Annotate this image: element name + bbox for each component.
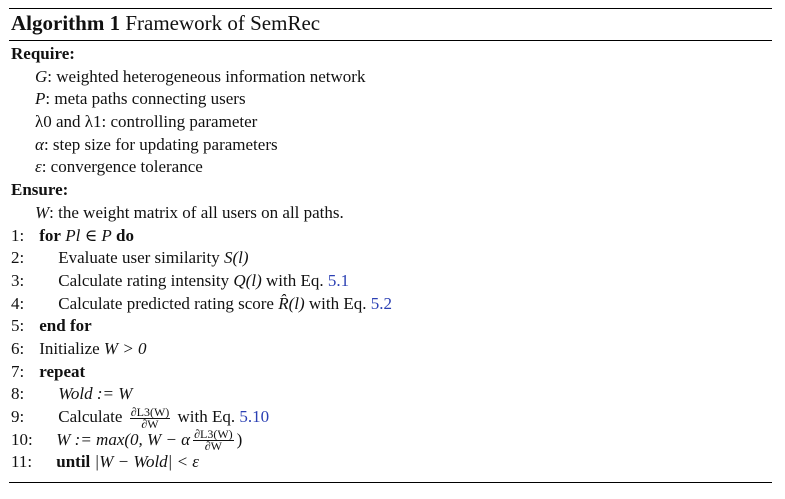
keyword-for: for — [39, 225, 61, 245]
step-number: 2: — [11, 248, 25, 268]
step-text: Evaluate user similarity — [58, 248, 220, 268]
step-number: 10: — [11, 429, 33, 449]
step-text: Calculate rating intensity — [58, 270, 230, 290]
algorithm-block: Algorithm 1 Framework of SemRec Require:… — [9, 8, 772, 484]
equation-link[interactable]: 5.10 — [239, 407, 270, 426]
step-expression: S(l) — [223, 248, 249, 268]
fraction-denominator: ∂W — [204, 439, 223, 454]
step-number: 4: — [11, 293, 25, 313]
step-expression: W > 0 — [103, 338, 147, 358]
step-tail: with Eq. — [177, 407, 236, 426]
step-number: 7: — [11, 361, 25, 381]
caption-label: Algorithm 1 — [11, 11, 121, 35]
require-item-p: P: meta paths connecting users — [11, 88, 772, 111]
partial-derivative-fraction: ∂L3(W) ∂W — [129, 404, 171, 431]
keyword-do: do — [116, 225, 135, 245]
require-label: Require: — [11, 44, 75, 63]
ensure-item-w: W: the weight matrix of all users on all… — [11, 202, 772, 225]
fraction-numerator: ∂L3(W) — [193, 427, 234, 442]
step-2: 2: Evaluate user similarity S(l) — [11, 247, 772, 270]
ensure-symbol: W — [35, 202, 50, 222]
step-tail: with Eq. — [265, 270, 324, 290]
step-1: 1: for Pl ∈ P do — [11, 225, 772, 248]
step-5: 5: end for — [11, 315, 772, 338]
require-text: : controlling parameter — [101, 112, 258, 132]
step-text: Calculate — [58, 407, 123, 426]
require-item-alpha: α: step size for updating parameters — [11, 134, 772, 157]
algorithm-caption: Algorithm 1 Framework of SemRec — [9, 9, 772, 36]
require-symbol: G — [35, 66, 48, 86]
step-number: 11: — [11, 452, 33, 472]
step-6: 6: Initialize W > 0 — [11, 338, 772, 361]
require-symbol: P — [35, 89, 46, 109]
step-expression: Pl ∈ P — [65, 225, 112, 245]
top-rule — [9, 8, 772, 9]
step-text: Calculate predicted rating score — [58, 293, 274, 313]
step-11: 11: until |W − Wold| < ε — [11, 451, 772, 474]
require-symbol: α — [35, 134, 44, 154]
step-number: 3: — [11, 270, 25, 290]
caption-rule — [9, 40, 772, 41]
require-symbol: λ0 and λ1 — [35, 112, 102, 132]
step-expression: R̂(l) — [278, 293, 305, 313]
caption-title: Framework of SemRec — [125, 11, 321, 35]
step-tail: with Eq. — [308, 293, 367, 313]
fraction-denominator: ∂W — [141, 416, 159, 431]
require-item-lambda: λ0 and λ1: controlling parameter — [11, 111, 772, 134]
require-text: : weighted heterogeneous information net… — [47, 66, 366, 86]
step-3: 3: Calculate rating intensity Q(l) with … — [11, 270, 772, 293]
step-expression: |W − Wold| < ε — [94, 452, 200, 472]
require-text: : convergence tolerance — [41, 157, 203, 177]
ensure-text: : the weight matrix of all users on all … — [49, 202, 344, 222]
step-9: 9: Calculate ∂L3(W) ∂W with Eq. 5.10 — [11, 404, 772, 431]
step-number: 9: — [11, 407, 25, 426]
step-10: 10: W := max(0, W − α ∂L3(W) ∂W ) — [11, 427, 772, 454]
algorithm-body: Require: G: weighted heterogeneous infor… — [9, 43, 772, 474]
step-expression: Q(l) — [233, 270, 262, 290]
ensure-label: Ensure: — [11, 180, 69, 200]
keyword-until: until — [56, 452, 91, 472]
step-number: 5: — [11, 316, 25, 336]
partial-derivative-fraction: ∂L3(W) ∂W — [193, 427, 234, 454]
step-8: 8: Wold := W — [11, 383, 772, 406]
require-text: : step size for updating parameters — [43, 134, 278, 154]
equation-link[interactable]: 5.1 — [327, 270, 350, 290]
require-symbol: ε — [35, 157, 42, 177]
keyword-repeat: repeat — [39, 361, 86, 381]
step-expression: W := max(0, W − α — [56, 429, 191, 449]
keyword-end-for: end for — [39, 316, 92, 336]
step-number: 1: — [11, 225, 25, 245]
bottom-rule — [9, 482, 772, 484]
step-number: 6: — [11, 338, 25, 358]
step-expression: Wold := W — [58, 384, 133, 404]
step-number: 8: — [11, 384, 25, 404]
equation-link[interactable]: 5.2 — [370, 293, 393, 313]
fraction-numerator: ∂L3(W) — [129, 404, 171, 419]
require-text: : meta paths connecting users — [45, 89, 246, 109]
step-7: 7: repeat — [11, 361, 772, 384]
step-4: 4: Calculate predicted rating score R̂(l… — [11, 293, 772, 316]
require-item-epsilon: ε: convergence tolerance — [11, 156, 772, 179]
step-text: Initialize — [39, 338, 100, 358]
step-close-paren: ) — [236, 429, 243, 449]
require-item-g: G: weighted heterogeneous information ne… — [11, 66, 772, 89]
